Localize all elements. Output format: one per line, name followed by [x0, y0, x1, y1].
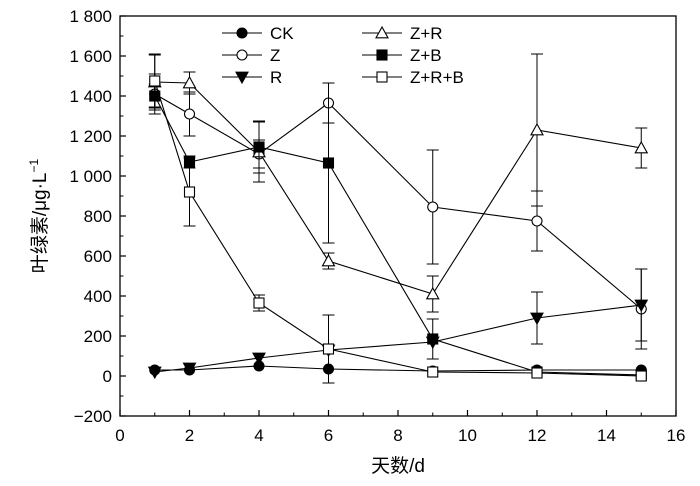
series-line-ck — [154, 365, 642, 372]
x-tick-label: 12 — [528, 426, 547, 445]
series-r — [147, 268, 649, 380]
y-tick-label: 1 800 — [69, 7, 112, 26]
data-point-z-r — [634, 140, 649, 154]
data-point-r — [147, 366, 162, 380]
data-point-z-r — [182, 75, 197, 89]
data-point-r — [182, 362, 197, 376]
series-line-r — [154, 304, 642, 373]
x-tick-label: 14 — [597, 426, 616, 445]
data-point-r — [530, 312, 544, 326]
data-point-z-r — [321, 253, 336, 267]
series-z-r — [147, 53, 649, 313]
data-point-z-r-b — [183, 186, 196, 198]
legend-label-z-r: Z+R — [410, 24, 443, 43]
series-line-z — [154, 93, 642, 310]
data-point-z-r-b — [427, 366, 439, 378]
y-axis-title-text: 叶绿素/μg·L — [29, 173, 51, 274]
series-line-z-r — [154, 81, 642, 295]
data-point-z-r — [530, 122, 544, 136]
data-point-r — [252, 352, 266, 366]
y-tick-label: 800 — [84, 207, 112, 226]
y-tick-label: 1 000 — [69, 167, 112, 186]
data-point-z-b — [253, 141, 265, 153]
x-tick-label: 10 — [458, 426, 477, 445]
y-tick-label: 400 — [84, 287, 112, 306]
y-tick-label: 1 400 — [69, 87, 112, 106]
legend-marker-z — [236, 49, 248, 61]
y-tick-label: 1 200 — [69, 127, 112, 146]
data-point-z-r-b — [322, 343, 335, 355]
data-point-z — [183, 108, 196, 120]
series-z — [148, 73, 648, 350]
y-axis-title-superscript: −1 — [27, 158, 41, 172]
data-point-z — [531, 215, 543, 227]
legend-label-z: Z — [270, 46, 280, 65]
legend-label-z-b: Z+B — [410, 46, 442, 65]
y-axis-title: 叶绿素/μg·L−1 — [27, 158, 51, 273]
legend-label-ck: CK — [270, 24, 294, 43]
y-tick-label: 0 — [103, 367, 112, 386]
y-tick-label: 1 600 — [69, 47, 112, 66]
y-tick-label: 600 — [84, 247, 112, 266]
series-z-r-b — [148, 54, 647, 384]
series-z-b — [148, 82, 647, 381]
x-tick-label: 6 — [324, 426, 333, 445]
data-point-z-b — [427, 333, 439, 345]
data-point-r — [634, 299, 649, 313]
plot-frame — [119, 15, 677, 417]
series-line-z-b — [154, 95, 642, 376]
legend-label-z-r-b: Z+R+B — [410, 68, 464, 87]
x-axis-title: 天数/d — [371, 455, 425, 477]
x-tick-label: 8 — [393, 426, 402, 445]
data-point-z — [427, 201, 439, 213]
legend: CK ZR Z+R Z+B Z+R+B — [222, 24, 464, 87]
legend-marker-r — [235, 71, 249, 85]
legend-marker-z-b — [376, 49, 388, 61]
x-tick-label: 0 — [115, 426, 124, 445]
legend-label-r: R — [270, 68, 282, 87]
legend-marker-ck — [236, 27, 248, 39]
series-line-z-r-b — [154, 80, 642, 377]
legend-marker-z-r-b — [376, 71, 388, 83]
y-tick-label: −200 — [74, 407, 112, 426]
data-point-z-r-b — [149, 75, 161, 87]
data-point-z-r-b — [635, 370, 647, 382]
legend-marker-z-r — [375, 25, 389, 39]
x-tick-label: 4 — [254, 426, 263, 445]
data-point-z-b — [322, 157, 335, 169]
y-tick-label: 200 — [84, 327, 112, 346]
data-point-z-r-b — [253, 297, 265, 309]
x-tick-label: 16 — [667, 426, 686, 445]
data-point-z-r-b — [531, 367, 543, 379]
data-point-z-r — [425, 286, 440, 300]
x-tick-label: 2 — [185, 426, 194, 445]
